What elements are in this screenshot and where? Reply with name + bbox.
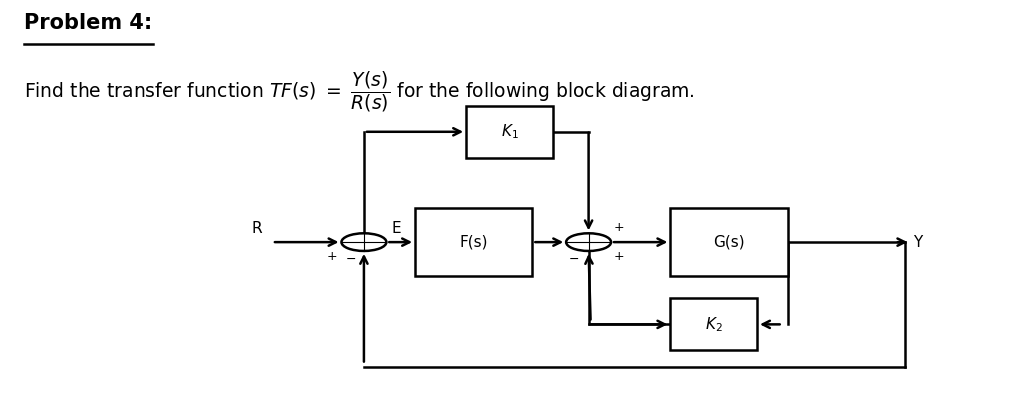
Circle shape <box>341 233 386 251</box>
Text: Find the transfer function $TF(s)\ =\ \dfrac{Y(s)}{R(s)}$ for the following bloc: Find the transfer function $TF(s)\ =\ \d… <box>24 69 694 114</box>
Text: +: + <box>614 221 625 234</box>
Bar <box>466 106 553 158</box>
Text: R: R <box>251 221 262 236</box>
Bar <box>671 208 787 276</box>
Bar <box>415 208 532 276</box>
Text: E: E <box>391 221 401 236</box>
Text: $K_1$: $K_1$ <box>501 122 518 141</box>
Text: Y: Y <box>913 235 923 250</box>
Text: −: − <box>345 252 356 265</box>
Text: G(s): G(s) <box>713 235 744 250</box>
Text: $K_2$: $K_2$ <box>705 315 723 334</box>
Bar <box>671 298 757 350</box>
Text: +: + <box>614 250 625 263</box>
Text: F(s): F(s) <box>460 235 488 250</box>
Text: Problem 4:: Problem 4: <box>24 13 153 34</box>
Text: +: + <box>327 250 337 263</box>
Circle shape <box>566 233 611 251</box>
Text: −: − <box>569 252 580 265</box>
